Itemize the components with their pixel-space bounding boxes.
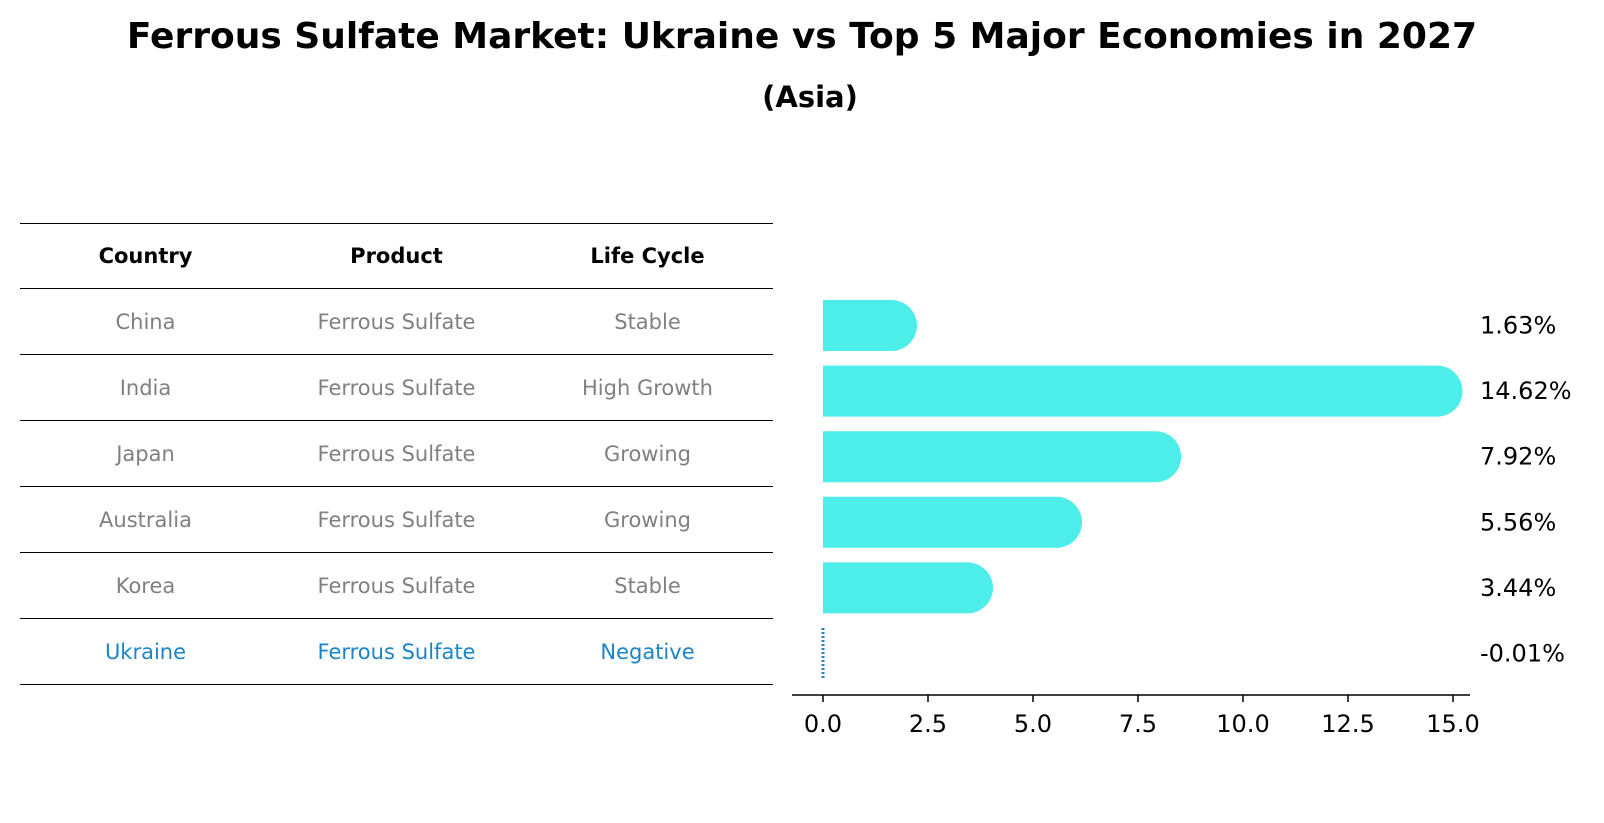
cell-life-cycle: Stable bbox=[614, 573, 681, 598]
cell-country: Korea bbox=[115, 573, 176, 598]
value-label: 7.92% bbox=[1480, 443, 1556, 471]
x-tick-label: 7.5 bbox=[1119, 710, 1157, 738]
cell-country: Japan bbox=[116, 441, 175, 466]
cell-product: Ferrous Sulfate bbox=[317, 309, 476, 334]
x-tick-label: 0.0 bbox=[804, 710, 842, 738]
x-tick-label: 5.0 bbox=[1014, 710, 1052, 738]
cell-product: Ferrous Sulfate bbox=[317, 441, 476, 466]
cell-product: Ferrous Sulfate bbox=[317, 507, 476, 532]
chart-subtitle: (Asia) bbox=[762, 80, 858, 114]
table-row: Japan Ferrous Sulfate Growing bbox=[20, 421, 773, 487]
table-row-highlight: Ukraine Ferrous Sulfate Negative bbox=[20, 619, 773, 685]
cell-country: India bbox=[119, 375, 172, 400]
table-row: Korea Ferrous Sulfate Stable bbox=[20, 553, 773, 619]
header-life-cycle: Life Cycle bbox=[590, 244, 705, 268]
bar-australia bbox=[823, 496, 1083, 548]
table-header-row: Country Product Life Cycle bbox=[20, 223, 773, 289]
bar-korea bbox=[823, 562, 993, 614]
x-tick-label: 10.0 bbox=[1216, 710, 1269, 738]
header-product: Product bbox=[350, 244, 443, 268]
value-label: 5.56% bbox=[1480, 508, 1556, 536]
cell-life-cycle: Negative bbox=[600, 639, 695, 664]
value-label: 1.63% bbox=[1480, 312, 1556, 340]
value-label: -0.01% bbox=[1480, 640, 1565, 668]
chart-title: Ferrous Sulfate Market: Ukraine vs Top 5… bbox=[126, 16, 1478, 57]
cell-life-cycle: Stable bbox=[614, 309, 681, 334]
x-tick-label: 12.5 bbox=[1321, 710, 1374, 738]
table-row: Australia Ferrous Sulfate Growing bbox=[20, 487, 773, 553]
cell-product: Ferrous Sulfate bbox=[317, 573, 476, 598]
cell-product: Ferrous Sulfate bbox=[317, 639, 476, 664]
table-row: India Ferrous Sulfate High Growth bbox=[20, 355, 773, 421]
cell-life-cycle: Growing bbox=[604, 441, 691, 466]
bar-india bbox=[823, 365, 1463, 417]
bar-china bbox=[823, 300, 917, 351]
header-country: Country bbox=[98, 244, 193, 268]
cell-life-cycle: High Growth bbox=[582, 375, 713, 400]
cell-life-cycle: Growing bbox=[604, 507, 691, 532]
table-row: China Ferrous Sulfate Stable bbox=[20, 289, 773, 355]
bar-japan bbox=[823, 431, 1182, 483]
cell-country: Australia bbox=[99, 507, 192, 532]
cell-country: China bbox=[115, 309, 176, 334]
cell-country: Ukraine bbox=[104, 639, 187, 664]
value-label: 3.44% bbox=[1480, 574, 1556, 602]
x-tick-label: 2.5 bbox=[909, 710, 947, 738]
value-label: 14.62% bbox=[1480, 377, 1572, 405]
cell-product: Ferrous Sulfate bbox=[317, 375, 476, 400]
country-table: Country Product Life Cycle China Ferrous… bbox=[20, 223, 773, 685]
x-tick-label: 15.0 bbox=[1426, 710, 1479, 738]
